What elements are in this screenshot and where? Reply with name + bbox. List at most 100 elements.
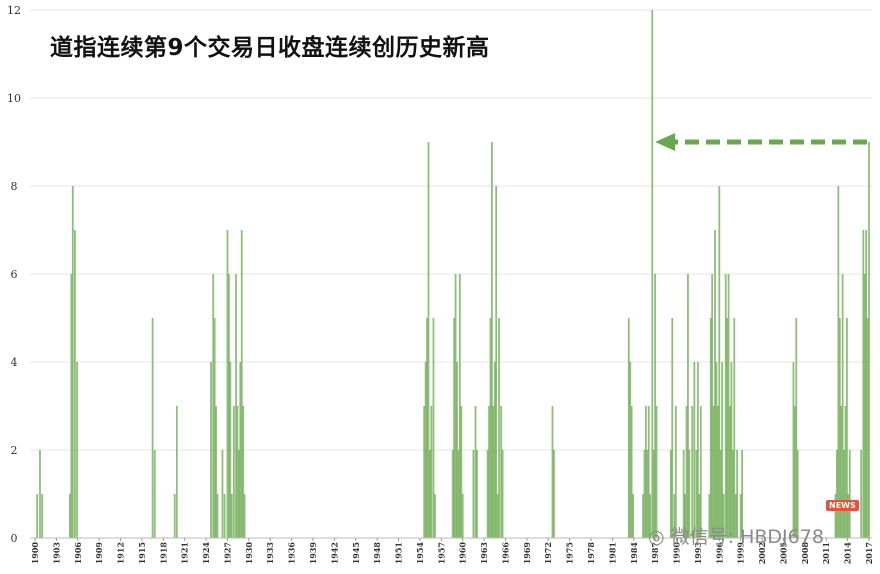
bar: [433, 494, 436, 538]
bar: [691, 406, 694, 538]
x-tick-label: 1996: [714, 542, 724, 565]
bar: [840, 406, 843, 538]
bar: [792, 362, 795, 538]
bar: [716, 406, 719, 538]
y-tick-labels: 0 2 4 6 8 10 12: [7, 4, 21, 545]
x-tick-label: 1978: [586, 542, 596, 565]
x-tick-label: 1912: [116, 542, 126, 564]
x-tick-label: 1960: [458, 542, 468, 565]
x-tick-label: 1975: [565, 542, 575, 564]
bar: [727, 274, 730, 538]
bar: [232, 406, 235, 538]
x-tick-label: 2017: [864, 542, 874, 564]
bar: [644, 406, 647, 538]
y-tick-label: 0: [11, 532, 18, 545]
bar: [715, 362, 718, 538]
bar: [793, 406, 796, 538]
bar: [688, 450, 691, 538]
x-tick-label: 2002: [757, 542, 767, 564]
bar: [36, 494, 39, 538]
bar: [632, 494, 634, 538]
bar: [651, 10, 654, 538]
bar: [836, 450, 838, 538]
wechat-watermark: ◎ 微信号: HBDJ678: [648, 522, 824, 549]
x-tick-labels: 1900 1903 1906 1909 1912 1915 1918 1921 1924 1927…: [30, 538, 874, 564]
bar: [427, 142, 430, 538]
bar: [731, 450, 734, 538]
x-tick-label: 1933: [265, 542, 275, 565]
bar: [721, 362, 724, 538]
news-badge: NEWS: [826, 500, 859, 511]
x-tick-label: 1909: [94, 542, 104, 565]
bar: [426, 318, 428, 538]
bar: [451, 450, 454, 538]
bar: [730, 362, 733, 538]
bar: [229, 362, 232, 538]
y-tick-label: 4: [11, 356, 18, 369]
bar: [843, 450, 845, 538]
bar: [456, 362, 458, 538]
x-tick-label: 1924: [201, 542, 211, 565]
y-tick-label: 2: [11, 444, 18, 457]
bar: [486, 450, 489, 538]
bar: [796, 450, 799, 538]
bar: [837, 186, 840, 538]
bar: [76, 362, 78, 538]
y-tick-label: 6: [11, 268, 18, 281]
bar: [729, 406, 731, 538]
bar: [495, 186, 498, 538]
bar: [709, 318, 712, 538]
bar: [491, 142, 493, 538]
bar: [215, 406, 217, 538]
bar: [699, 406, 702, 538]
x-tick-label: 1966: [500, 542, 510, 565]
bar: [627, 318, 630, 538]
x-tick-label: 1981: [607, 542, 617, 564]
y-tick-label: 10: [7, 92, 21, 105]
bar: [492, 406, 495, 538]
bar: [236, 406, 239, 538]
bar: [652, 450, 655, 538]
bar: [70, 274, 73, 538]
bar: [655, 406, 658, 538]
bar: [498, 318, 500, 538]
bar: [734, 494, 737, 538]
bar: [708, 494, 711, 538]
x-tick-label: 1915: [137, 542, 147, 564]
bar: [643, 450, 646, 538]
bar: [221, 450, 224, 538]
bar: [151, 318, 154, 538]
bar: [493, 362, 496, 538]
x-tick-label: 1936: [287, 542, 297, 565]
x-tick-label: 2011: [821, 542, 831, 564]
bar: [682, 450, 685, 538]
bar: [629, 362, 632, 538]
bar: [227, 274, 230, 538]
bar: [724, 274, 727, 538]
annotations: [655, 133, 867, 151]
bar: [210, 362, 212, 538]
bar: [847, 494, 850, 538]
bar: [175, 406, 178, 538]
bar: [866, 318, 869, 538]
gridlines: [30, 9, 872, 539]
bar: [74, 230, 76, 538]
bar: [237, 450, 240, 538]
bar: [461, 494, 464, 538]
bar: [642, 494, 644, 538]
bar: [223, 494, 226, 538]
bar: [472, 450, 475, 538]
bar: [714, 230, 716, 538]
x-tick-label: 1972: [543, 542, 553, 564]
bar: [476, 450, 478, 538]
bar: [423, 406, 426, 538]
bar: [733, 318, 736, 538]
bar: [698, 494, 701, 538]
x-tick-label: 1903: [51, 542, 61, 565]
bar: [860, 450, 863, 538]
x-tick-label: 1999: [736, 542, 746, 565]
x-tick-label: 1987: [650, 542, 660, 564]
bar: [736, 450, 739, 538]
bar: [685, 406, 688, 538]
